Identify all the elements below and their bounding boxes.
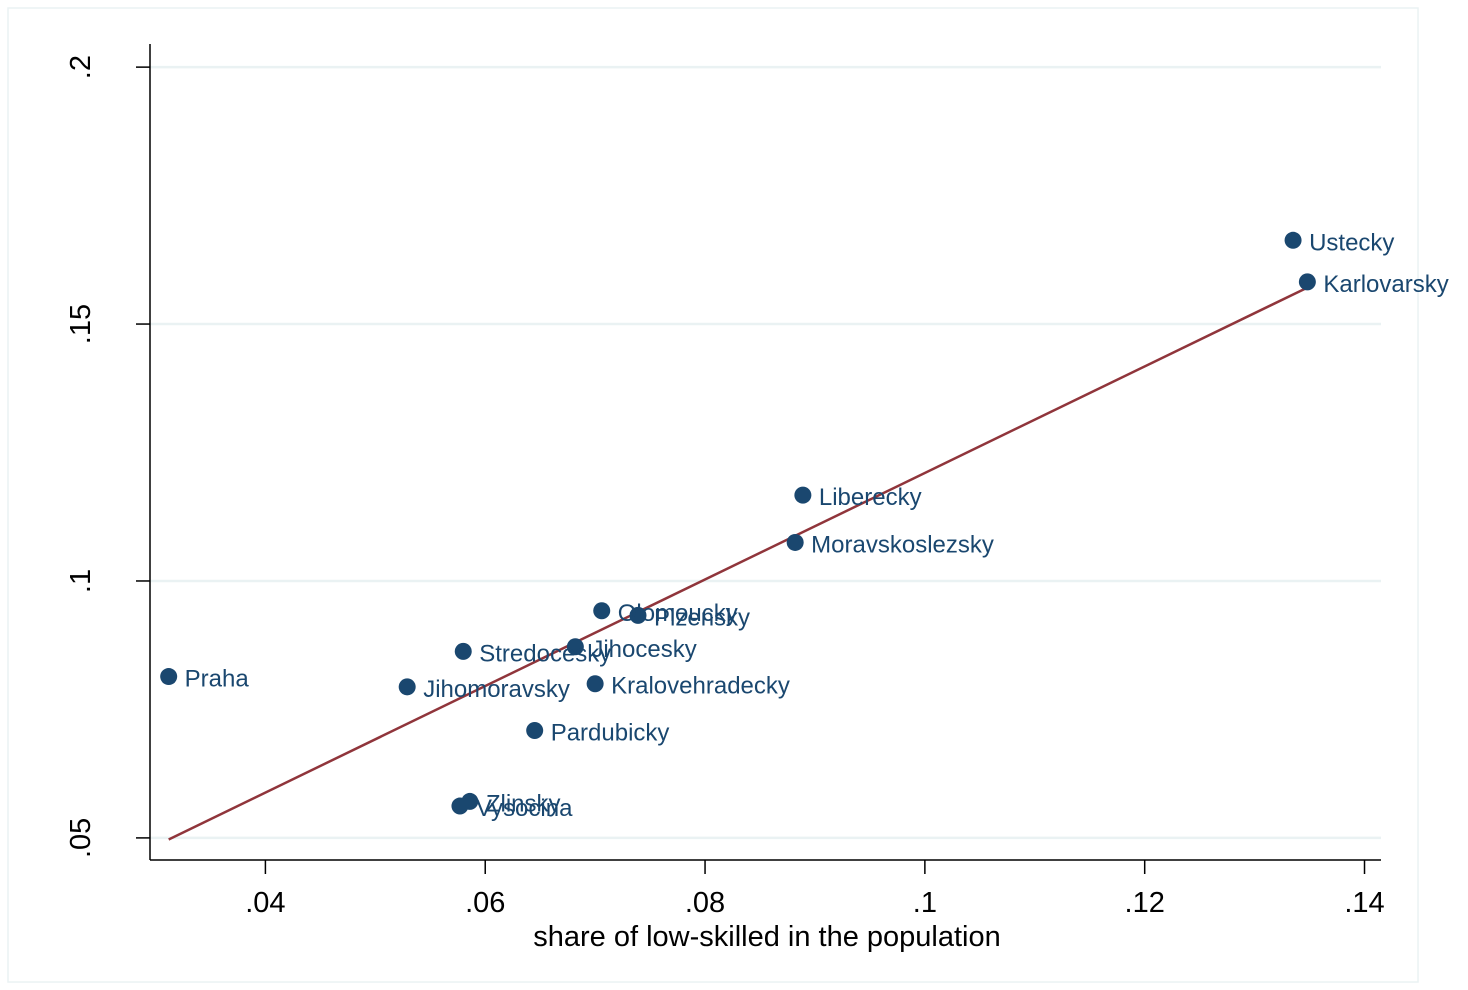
point-label: Pardubicky (551, 720, 670, 747)
data-point (566, 638, 584, 656)
y-tick-label: .1 (65, 569, 97, 593)
point-label: Vysocina (476, 795, 573, 822)
outer-frame (7, 7, 1419, 983)
fit-line-group (168, 286, 1308, 841)
point-label: Moravskoslezsky (811, 531, 994, 558)
data-point (526, 722, 544, 740)
axes: .05 .1 .15 .2 .04 .06 .08 .1 .12 .14 (65, 44, 1385, 919)
data-point (786, 533, 804, 551)
data-point (794, 486, 812, 504)
point-label: Jihocesky (591, 636, 696, 663)
point-label: Liberecky (819, 484, 922, 511)
point-label: Ustecky (1309, 229, 1394, 256)
gridlines (150, 65, 1381, 840)
data-point (398, 678, 416, 696)
x-tick-label: .1 (913, 887, 937, 919)
point-label: Praha (185, 666, 250, 693)
x-tick-label: .04 (245, 887, 285, 919)
y-tick-label: .15 (65, 304, 97, 344)
point-label: Zlinsky (486, 790, 561, 817)
x-tick-label: .12 (1125, 887, 1165, 919)
data-point (629, 606, 647, 624)
data-point (160, 668, 178, 686)
data-point (586, 675, 604, 693)
data-point (451, 797, 469, 815)
data-points (160, 231, 1316, 815)
point-label: Jihomoravsky (423, 676, 570, 703)
y-tick-label: .2 (65, 55, 97, 79)
data-point (454, 642, 472, 660)
point-label: Stredocesky (479, 640, 611, 667)
point-label: Kralovehradecky (611, 673, 790, 700)
fit-line (168, 286, 1308, 841)
x-tick-label: .06 (465, 887, 505, 919)
data-point (1298, 273, 1316, 291)
point-label: Karlovarsky (1323, 271, 1448, 298)
data-point (593, 602, 611, 620)
x-tick-label: .08 (685, 887, 725, 919)
x-tick-label: .14 (1344, 887, 1384, 919)
point-label: Plzensky (654, 604, 750, 631)
point-label: Olomoucky (618, 600, 738, 627)
x-axis-label: share of low-skilled in the population (533, 921, 1001, 953)
y-tick-label: .05 (65, 818, 97, 858)
data-point (1284, 231, 1302, 249)
